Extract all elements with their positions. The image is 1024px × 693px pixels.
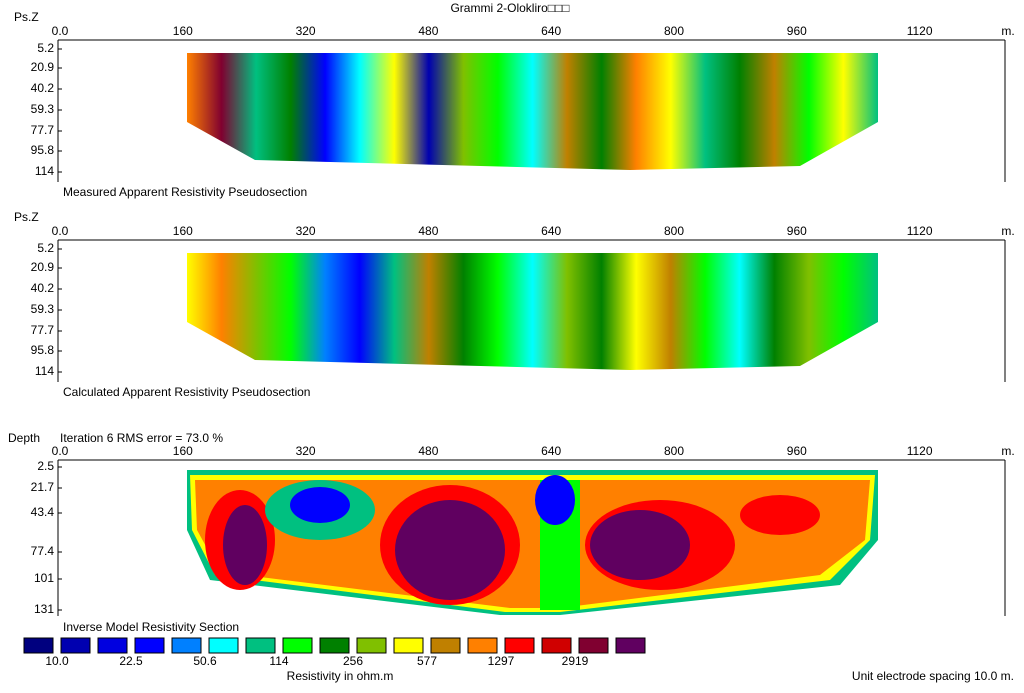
legend-label: 1297 <box>488 654 515 668</box>
y-tick-label: 20.9 <box>31 260 55 274</box>
x-tick-label: 320 <box>296 24 316 38</box>
x-tick-label: 640 <box>541 444 561 458</box>
y-tick-label: 114 <box>35 364 54 378</box>
legend-swatch <box>541 637 572 654</box>
caption: Calculated Apparent Resistivity Pseudose… <box>63 385 310 399</box>
y-tick-label: 5.2 <box>37 41 54 55</box>
x-tick-label: 1120 <box>907 444 933 458</box>
x-tick-label: 480 <box>418 24 438 38</box>
legend-swatch <box>134 637 165 654</box>
x-tick-label: 480 <box>418 224 438 238</box>
legend-swatch <box>245 637 276 654</box>
legend-label: 256 <box>343 654 363 668</box>
y-tick-label: 77.7 <box>31 323 55 337</box>
legend-swatch <box>282 637 313 654</box>
y-tick-label: 5.2 <box>37 241 54 255</box>
legend-swatch <box>60 637 91 654</box>
x-tick-label: 0.0 <box>52 24 69 38</box>
y-tick-label: 20.9 <box>31 60 55 74</box>
legend-label: 22.5 <box>119 654 143 668</box>
x-tick-label: 640 <box>541 224 561 238</box>
x-tick-label: 160 <box>173 444 193 458</box>
y-tick-label: 131 <box>34 602 54 616</box>
caption: Inverse Model Resistivity Section <box>63 620 239 634</box>
y-tick-label: 77.4 <box>31 544 55 558</box>
x-unit: m. <box>1001 444 1014 458</box>
y-tick-label: 21.7 <box>31 480 55 494</box>
y-tick-label: 43.4 <box>31 505 55 519</box>
x-tick-label: 800 <box>664 24 684 38</box>
y-tick-label: 114 <box>35 164 54 178</box>
y-tick-label: 77.7 <box>31 123 55 137</box>
x-tick-label: 480 <box>418 444 438 458</box>
legend-label: 10.0 <box>45 654 69 668</box>
legend-swatch <box>356 637 387 654</box>
inverse-field <box>187 470 878 615</box>
title: Grammi 2-Olokliro□□□ <box>450 1 569 15</box>
legend-swatch <box>467 637 498 654</box>
x-tick-label: 0.0 <box>52 444 69 458</box>
legend-label: 114 <box>269 654 288 668</box>
pseudosection-field <box>187 53 878 170</box>
y-tick-label: 2.5 <box>37 459 54 473</box>
legend-label: 577 <box>417 654 437 668</box>
x-tick-label: 320 <box>296 444 316 458</box>
x-unit: m. <box>1001 224 1014 238</box>
y-tick-label: 40.2 <box>31 281 55 295</box>
x-tick-label: 160 <box>173 224 193 238</box>
y-tick-label: 95.8 <box>31 343 55 357</box>
footer: Unit electrode spacing 10.0 m. <box>852 669 1014 683</box>
legend-swatch <box>393 637 424 654</box>
x-tick-label: 800 <box>664 444 684 458</box>
x-tick-label: 960 <box>787 224 807 238</box>
y-axis-label: Ps.Z <box>14 210 39 224</box>
note: Iteration 6 RMS error = 73.0 % <box>60 431 223 445</box>
x-tick-label: 960 <box>787 24 807 38</box>
y-axis-label: Depth <box>8 431 40 445</box>
legend-swatch <box>208 637 239 654</box>
y-tick-label: 59.3 <box>31 102 55 116</box>
y-axis-label: Ps.Z <box>14 10 39 24</box>
legend-swatch <box>504 637 535 654</box>
legend-title: Resistivity in ohm.m <box>287 669 394 683</box>
x-tick-label: 960 <box>787 444 807 458</box>
legend-swatch <box>319 637 350 654</box>
x-tick-label: 1120 <box>907 24 933 38</box>
x-tick-label: 640 <box>541 24 561 38</box>
legend-label: 50.6 <box>193 654 217 668</box>
legend-label: 2919 <box>562 654 589 668</box>
legend-swatch <box>615 637 646 654</box>
y-tick-label: 59.3 <box>31 302 55 316</box>
caption: Measured Apparent Resistivity Pseudosect… <box>63 185 307 199</box>
y-tick-label: 101 <box>34 571 54 585</box>
legend-swatch <box>578 637 609 654</box>
x-tick-label: 1120 <box>907 224 933 238</box>
legend-swatch <box>430 637 461 654</box>
x-tick-label: 800 <box>664 224 684 238</box>
x-tick-label: 320 <box>296 224 316 238</box>
x-tick-label: 0.0 <box>52 224 69 238</box>
legend-swatch <box>23 637 54 654</box>
legend-swatch <box>97 637 128 654</box>
x-unit: m. <box>1001 24 1014 38</box>
x-tick-label: 160 <box>173 24 193 38</box>
legend-swatch <box>171 637 202 654</box>
y-tick-label: 95.8 <box>31 143 55 157</box>
pseudosection-field <box>187 253 878 370</box>
y-tick-label: 40.2 <box>31 81 55 95</box>
